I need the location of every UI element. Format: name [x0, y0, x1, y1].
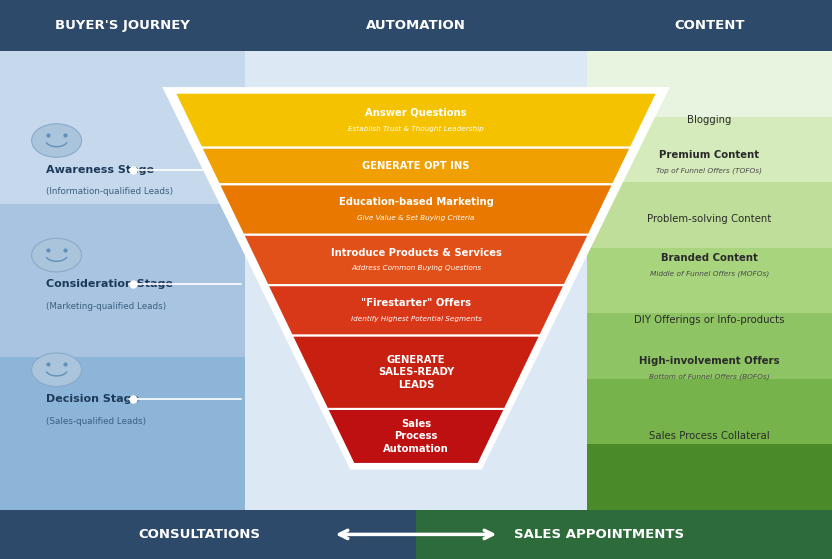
Circle shape — [32, 124, 82, 157]
Text: Decision Stage: Decision Stage — [46, 394, 139, 404]
Text: Top of Funnel Offers (TOFOs): Top of Funnel Offers (TOFOs) — [656, 167, 762, 174]
Bar — [587, 379, 832, 444]
Bar — [587, 314, 832, 379]
Text: CONSULTATIONS: CONSULTATIONS — [139, 528, 260, 541]
Text: (Sales-qualified Leads): (Sales-qualified Leads) — [46, 416, 146, 425]
Text: GENERATE
SALES-READY
LEADS: GENERATE SALES-READY LEADS — [378, 355, 454, 390]
Text: "Firestarter" Offers: "Firestarter" Offers — [361, 298, 471, 308]
Text: (Information-qualified Leads): (Information-qualified Leads) — [46, 187, 173, 196]
Text: Answer Questions: Answer Questions — [365, 108, 467, 118]
Text: SALES APPOINTMENTS: SALES APPOINTMENTS — [514, 528, 684, 541]
Text: Establish Trust & Thought Leadership: Establish Trust & Thought Leadership — [348, 126, 484, 131]
Text: Awareness Stage: Awareness Stage — [46, 164, 154, 174]
Polygon shape — [243, 235, 589, 285]
Bar — [587, 182, 832, 248]
Bar — [0, 357, 245, 510]
Text: DIY Offerings or Info-products: DIY Offerings or Info-products — [634, 315, 785, 325]
Circle shape — [32, 238, 82, 272]
Bar — [245, 51, 587, 510]
Bar — [587, 248, 832, 314]
Text: Branded Content: Branded Content — [661, 253, 758, 263]
Text: High-involvement Offers: High-involvement Offers — [639, 356, 780, 366]
Bar — [587, 117, 832, 182]
Polygon shape — [175, 93, 657, 148]
Text: AUTOMATION: AUTOMATION — [366, 19, 466, 32]
Text: BUYER'S JOURNEY: BUYER'S JOURNEY — [55, 19, 191, 32]
Bar — [0, 204, 245, 357]
Bar — [0, 0, 832, 51]
Text: GENERATE OPT INS: GENERATE OPT INS — [362, 161, 470, 171]
Text: Identify Highest Potential Segments: Identify Highest Potential Segments — [350, 316, 482, 322]
Bar — [0, 510, 416, 559]
Polygon shape — [292, 335, 540, 409]
Text: Consideration Stage: Consideration Stage — [46, 279, 172, 289]
Bar — [587, 51, 832, 117]
Text: Introduce Products & Services: Introduce Products & Services — [330, 248, 502, 258]
Bar — [587, 444, 832, 510]
Circle shape — [32, 353, 82, 386]
Text: Education-based Marketing: Education-based Marketing — [339, 197, 493, 207]
Text: Bottom of Funnel Offers (BOFOs): Bottom of Funnel Offers (BOFOs) — [649, 373, 770, 380]
Bar — [416, 510, 832, 559]
Text: Problem-solving Content: Problem-solving Content — [647, 214, 771, 224]
Polygon shape — [327, 409, 505, 464]
Polygon shape — [267, 285, 565, 335]
Polygon shape — [201, 148, 631, 184]
Text: Give Value & Set Buying Criteria: Give Value & Set Buying Criteria — [357, 215, 475, 221]
Text: Premium Content: Premium Content — [659, 150, 760, 160]
Polygon shape — [162, 87, 670, 470]
Text: Sales
Process
Automation: Sales Process Automation — [383, 419, 449, 454]
Text: CONTENT: CONTENT — [674, 19, 745, 32]
Text: Blogging: Blogging — [687, 115, 731, 125]
Text: (Marketing-qualified Leads): (Marketing-qualified Leads) — [46, 302, 166, 311]
Polygon shape — [219, 184, 613, 235]
Bar — [0, 51, 245, 204]
Text: Sales Process Collateral: Sales Process Collateral — [649, 432, 770, 442]
Text: Middle of Funnel Offers (MOFOs): Middle of Funnel Offers (MOFOs) — [650, 271, 769, 277]
Text: Address Common Buying Questions: Address Common Buying Questions — [351, 266, 481, 272]
